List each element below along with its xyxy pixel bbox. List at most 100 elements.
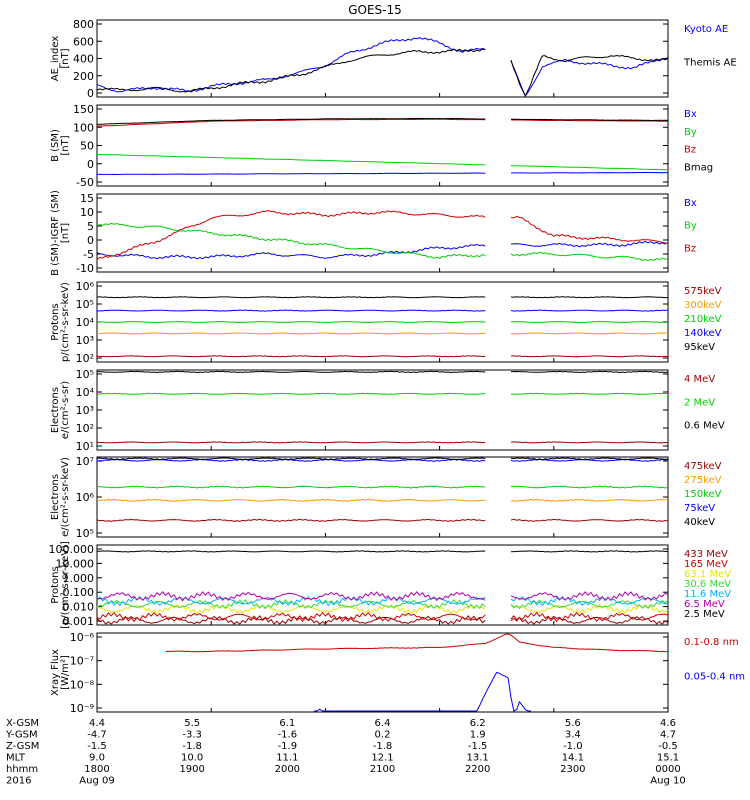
y-axis-label: Electrons xyxy=(50,387,61,433)
series-line-0-6-mev xyxy=(96,370,669,374)
y-tick-label: -10 xyxy=(76,262,94,275)
y-tick-label: 100 xyxy=(73,121,94,134)
y-tick-label: 10¹ xyxy=(76,440,94,453)
y-tick-label: 10⁶ xyxy=(76,280,95,293)
y-tick-label: 10⁵ xyxy=(76,298,94,311)
y-tick-label: 1.000 xyxy=(63,572,95,585)
axis-row-value: 12.1 xyxy=(371,753,393,764)
legend-bz: Bz xyxy=(684,243,696,254)
panel-frame xyxy=(96,456,669,538)
axis-row-value: 6.1 xyxy=(279,718,295,729)
y-axis-label: Protons xyxy=(50,303,61,340)
axis-row-value: Aug 10 xyxy=(650,776,685,787)
y-axis-label: e/(cm²-s-sr-keV) xyxy=(60,457,71,537)
y-tick-label: 10 xyxy=(80,206,94,219)
axis-row-value: -1.6 xyxy=(278,730,298,741)
y-tick-label: 0 xyxy=(87,234,94,247)
legend-210kev: 210keV xyxy=(684,314,722,325)
y-axis-label: Xray Flux xyxy=(50,649,61,696)
axis-row-value: 2200 xyxy=(465,764,490,775)
y-axis-label: [nT] xyxy=(60,48,71,68)
axis-row-label: hhmm xyxy=(6,764,38,775)
panel-xray: 10⁻⁶ 10⁻⁷ 10⁻⁸ 10⁻⁹ Xray Flux [W/m²] 0.1-0.8 n… xyxy=(50,631,745,715)
axis-row-value: 0.2 xyxy=(375,730,391,741)
y-tick-label: 10³ xyxy=(76,404,94,417)
legend-themis-ae: Themis AE xyxy=(683,58,737,69)
y-tick-label: 10⁴ xyxy=(76,386,95,399)
y-axis-label: e/(cm²-s-sr) xyxy=(60,381,71,439)
series-line-11-6-mev xyxy=(96,595,669,607)
y-axis-label: B (SM)-IGRF (SM) xyxy=(50,190,61,276)
series-line-bz xyxy=(96,118,668,127)
legend-475kev: 475keV xyxy=(684,461,722,472)
series-line-575kev xyxy=(96,355,669,358)
series-line-300kev xyxy=(96,332,669,335)
series-line-themis-ae xyxy=(96,48,669,98)
series-line-4-mev xyxy=(96,441,669,444)
axis-row-label: Z-GSM xyxy=(6,741,39,752)
y-axis-label: p/(cm²-s-sr-keV) xyxy=(60,282,71,362)
y-tick-label: 0.001 xyxy=(63,615,95,628)
y-tick-label: 150 xyxy=(73,103,94,116)
legend-bx: Bx xyxy=(684,109,697,120)
y-tick-label: 0.100 xyxy=(63,586,95,599)
axis-row-value: -1.5 xyxy=(87,741,107,752)
legend-300kev: 300keV xyxy=(684,300,722,311)
chart-title: GOES-15 xyxy=(348,3,402,17)
y-tick-label: 15 xyxy=(80,192,94,205)
legend-4-mev: 4 MeV xyxy=(684,374,715,385)
legend-2-5-mev: 2.5 MeV xyxy=(684,609,725,620)
axis-row-value: Aug 09 xyxy=(79,776,114,787)
axis-row-value: 2000 xyxy=(275,764,300,775)
axis-row-label: MLT xyxy=(6,753,26,764)
axis-row-value: 1.9 xyxy=(470,730,486,741)
series-line-40kev xyxy=(96,457,668,461)
legend-6-5-mev: 6.5 MeV xyxy=(684,599,725,610)
axis-row-value: -1.9 xyxy=(278,741,298,752)
legend-0-1-0-8-nm: 0.1-0.8 nm xyxy=(684,637,739,648)
legend-bx: Bx xyxy=(684,198,697,209)
axis-row-value: -1.5 xyxy=(468,741,488,752)
series-line-6-5-mev xyxy=(96,591,669,602)
legend-40kev: 40keV xyxy=(684,517,715,528)
axis-row-value: 1900 xyxy=(179,764,204,775)
legend-63-1-mev: 63.1 MeV xyxy=(684,569,731,580)
y-tick-label: 10.000 xyxy=(56,557,95,570)
y-tick-label: 10² xyxy=(76,352,94,365)
y-axis-label: Electrons xyxy=(50,474,61,520)
series-line-2-5-mev xyxy=(97,550,669,553)
legend-95kev: 95keV xyxy=(684,342,715,353)
axis-row-value: 4.7 xyxy=(660,730,676,741)
legend-bz: Bz xyxy=(684,145,696,156)
y-tick-label: 600 xyxy=(73,35,94,48)
axis-row-value: -3.3 xyxy=(182,730,202,741)
panel-ae: 800 600 400 200 0 AE_index [nT] Kyoto AE Themis … xyxy=(50,18,737,100)
y-tick-label: 100.000 xyxy=(49,543,95,556)
y-tick-label: 10⁻⁹ xyxy=(70,702,94,715)
legend-2-mev: 2 MeV xyxy=(684,397,715,408)
y-tick-label: 10⁻⁸ xyxy=(70,678,95,691)
axis-row-value: 2300 xyxy=(560,764,585,775)
panel-frame xyxy=(96,544,669,626)
y-axis-label: [W/m²] xyxy=(60,655,71,690)
axis-row-value: -0.5 xyxy=(658,741,678,752)
axis-row-value: 0000 xyxy=(655,764,680,775)
series-line-150kev xyxy=(96,485,669,489)
series-line-95kev xyxy=(96,296,668,299)
series-line-433-mev xyxy=(96,615,669,625)
axis-row-label: Y-GSM xyxy=(5,730,38,741)
y-axis-label: [p/(cm²-s-sr-keV)] xyxy=(60,541,71,629)
axis-row-value: 3.4 xyxy=(565,730,581,741)
axis-row-label: 2016 xyxy=(6,776,31,787)
legend-0-05-0-4-nm: 0.05-0.4 nm xyxy=(684,672,745,683)
axis-row-value: 13.1 xyxy=(467,753,489,764)
legend-0-6-mev: 0.6 MeV xyxy=(684,421,725,432)
legend-150kev: 150keV xyxy=(684,489,722,500)
axis-row-value: 11.1 xyxy=(276,753,298,764)
y-tick-label: 800 xyxy=(73,18,94,31)
series-line-2-mev xyxy=(96,392,669,395)
